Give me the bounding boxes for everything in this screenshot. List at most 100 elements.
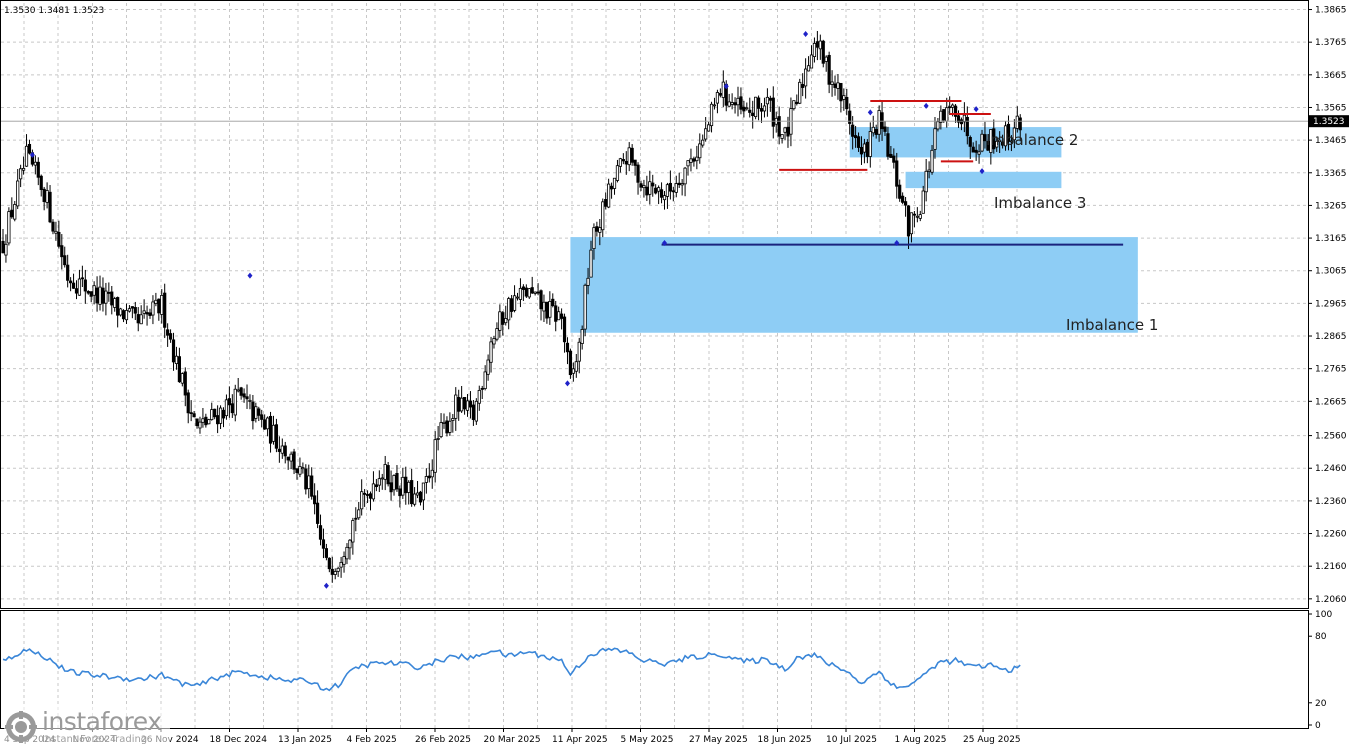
candle — [889, 146, 893, 159]
candle-body — [901, 195, 905, 203]
y-tick-label: 1.3065 — [1315, 267, 1347, 277]
candle-body — [404, 476, 408, 494]
candle — [565, 337, 570, 365]
candle — [83, 269, 87, 304]
candle-body — [530, 287, 534, 294]
y-tick-label: 1.2965 — [1315, 299, 1347, 309]
candle-body — [507, 298, 511, 321]
candle — [786, 116, 790, 148]
candle — [762, 97, 767, 118]
candle-body — [565, 342, 570, 353]
candle — [512, 285, 517, 313]
candle-body — [19, 168, 23, 180]
candle — [145, 305, 149, 326]
candle — [651, 174, 655, 197]
candle — [383, 455, 387, 491]
candle — [612, 177, 617, 195]
candle — [433, 431, 437, 483]
candle-body — [739, 96, 743, 110]
candle-body — [1003, 125, 1008, 147]
candle — [739, 87, 743, 115]
candle-body — [762, 105, 767, 112]
candle-body — [1018, 117, 1022, 131]
y-tick-label: 1.3465 — [1315, 136, 1347, 146]
x-tick-label: 4 Feb 2025 — [347, 735, 397, 745]
candle-body — [983, 134, 987, 142]
candle — [642, 179, 646, 198]
candle — [903, 196, 908, 217]
candle — [865, 139, 869, 164]
candle-body — [383, 464, 387, 480]
candle — [754, 96, 758, 120]
candle-body — [221, 409, 226, 419]
candle-body — [321, 539, 326, 549]
candle — [295, 468, 299, 480]
candle — [333, 568, 337, 580]
candle-body — [909, 212, 914, 235]
candle-body — [998, 139, 1002, 142]
candle-body — [586, 277, 590, 286]
candle-body — [333, 571, 337, 575]
candle-body — [457, 397, 461, 412]
candle — [821, 39, 825, 68]
candle-body — [166, 329, 170, 336]
candle — [357, 501, 361, 520]
candle-body — [1, 240, 5, 254]
candle — [233, 384, 237, 422]
candle-body — [683, 167, 687, 185]
candle — [160, 289, 164, 324]
candle-body — [804, 68, 808, 87]
candle-body — [286, 456, 290, 461]
candle — [180, 372, 184, 387]
indicator-y-tick-label: 80 — [1315, 632, 1327, 642]
y-tick-label: 1.2560 — [1315, 432, 1347, 442]
candle-body — [942, 109, 946, 121]
candle — [430, 459, 434, 489]
y-tick-label: 1.3865 — [1315, 6, 1347, 16]
candle-body — [912, 213, 917, 216]
candle-body — [283, 445, 287, 457]
candle — [630, 144, 634, 166]
candle — [818, 34, 822, 60]
candle-body — [527, 288, 531, 298]
candle — [236, 377, 240, 393]
candle — [936, 118, 940, 132]
indicator-panel-frame — [0, 610, 1309, 729]
candle — [462, 397, 467, 415]
candle — [704, 117, 708, 142]
candle — [812, 37, 817, 63]
candle — [580, 325, 584, 350]
candle-body — [119, 308, 123, 316]
candle-body — [98, 286, 102, 305]
fractal-marker — [803, 31, 809, 38]
candle — [874, 124, 878, 139]
candle-body — [292, 451, 296, 470]
candle-body — [327, 557, 331, 570]
candle-body — [251, 401, 255, 422]
candle — [154, 292, 158, 307]
candle — [386, 462, 390, 487]
candle-body — [695, 156, 699, 162]
candle-body — [121, 310, 126, 320]
indicator-y-tick-label: 100 — [1315, 610, 1332, 620]
candle-body — [430, 469, 434, 478]
candle — [230, 394, 234, 418]
fractal-marker — [662, 239, 667, 246]
candle — [595, 221, 599, 237]
candle — [130, 306, 134, 319]
candle — [483, 365, 487, 391]
candle — [71, 273, 76, 289]
candle-body — [60, 245, 64, 258]
candle — [480, 385, 484, 400]
candle — [380, 473, 384, 490]
candle — [174, 346, 179, 370]
candle-body — [630, 147, 634, 163]
candle-body — [63, 255, 67, 266]
candle-body — [157, 298, 161, 314]
candle — [683, 166, 687, 197]
candle — [74, 280, 79, 300]
candle — [442, 413, 446, 429]
candle — [745, 102, 749, 111]
candle-body — [183, 371, 187, 396]
candle — [127, 305, 132, 313]
